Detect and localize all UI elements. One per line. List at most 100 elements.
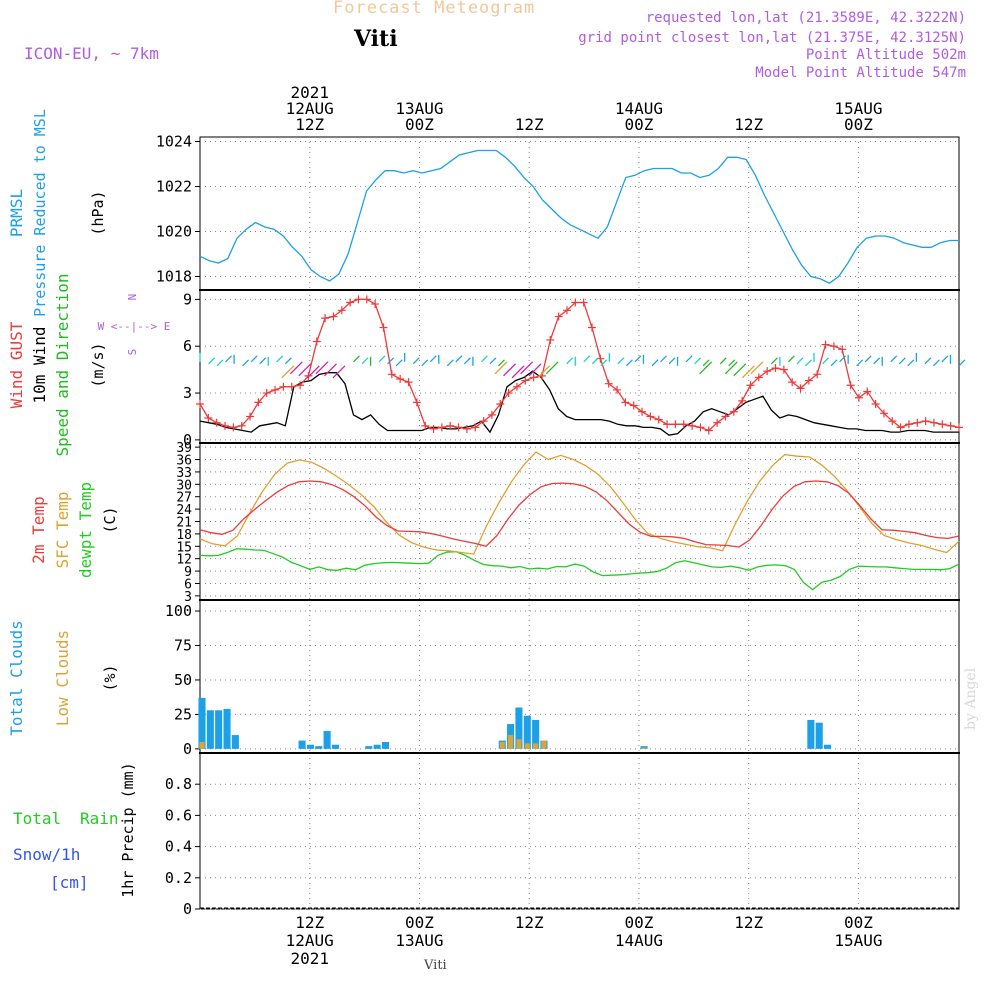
label-10m-wind: 10m Wind bbox=[30, 326, 49, 403]
total-cloud-bar bbox=[373, 744, 381, 749]
y-tick-label: 1024 bbox=[156, 133, 192, 151]
time-label-bottom: 13AUG bbox=[395, 931, 443, 950]
wind-gust-marker bbox=[788, 378, 797, 387]
wind-gust-marker bbox=[654, 415, 663, 424]
wind-gust-marker bbox=[946, 421, 955, 430]
y-tick-label: 1020 bbox=[156, 223, 192, 241]
wind-gust-marker bbox=[813, 370, 822, 379]
wind-direction-arrow bbox=[259, 357, 267, 365]
wind-direction-arrow bbox=[583, 355, 591, 363]
wind-direction-arrow bbox=[728, 359, 736, 367]
time-label-top: 15AUG bbox=[834, 99, 882, 118]
wind-direction-arrow bbox=[498, 359, 505, 367]
wind-direction-arrow bbox=[685, 355, 693, 363]
wind-gust-marker bbox=[196, 399, 204, 408]
y-tick-label: 30 bbox=[176, 478, 192, 493]
total-cloud-bar bbox=[306, 744, 314, 749]
wind-gust-marker bbox=[454, 423, 463, 432]
wind-direction-arrow bbox=[216, 359, 224, 367]
y-tick-label: 75 bbox=[174, 636, 192, 654]
wind-direction-arrow bbox=[694, 357, 702, 365]
total-cloud-bar bbox=[532, 719, 540, 749]
y-tick-label: 0 bbox=[183, 740, 192, 758]
wind-direction-arrow bbox=[315, 361, 329, 375]
wind-gust-marker bbox=[646, 412, 655, 421]
wind-direction-arrow bbox=[378, 355, 386, 363]
wind-direction-arrow bbox=[699, 361, 713, 375]
low-cloud-bar bbox=[516, 739, 522, 749]
label-pressure-msl: Pressure Reduced to MSL bbox=[31, 109, 49, 317]
low-cloud-bar bbox=[541, 740, 547, 749]
wind-direction-arrow bbox=[395, 359, 403, 367]
wind-gust-marker bbox=[588, 323, 597, 332]
label-ms: (m/s) bbox=[89, 342, 107, 387]
y-tick-label: 9 bbox=[183, 290, 192, 308]
wind-direction-arrow bbox=[787, 355, 795, 363]
wind-direction-arrow bbox=[446, 359, 454, 367]
time-label-top: 12AUG bbox=[286, 99, 334, 118]
total-cloud-bar bbox=[824, 744, 832, 749]
wind-gust-marker bbox=[487, 410, 496, 419]
total-cloud-bar bbox=[198, 697, 206, 749]
wind-direction-arrow bbox=[306, 365, 320, 379]
time-label-top: 00Z bbox=[405, 115, 434, 134]
time-label-top: 14AUG bbox=[615, 99, 663, 118]
wind-direction-arrow bbox=[566, 357, 574, 365]
wind-gust-marker bbox=[204, 414, 213, 423]
wind-direction-arrow bbox=[898, 357, 906, 365]
time-label-bottom: 12Z bbox=[734, 913, 763, 932]
y-tick-label: 21 bbox=[176, 516, 192, 531]
low-cloud-bar bbox=[524, 743, 530, 749]
footer-station-name: Viti bbox=[424, 958, 447, 973]
wind-direction-arrow bbox=[796, 357, 804, 365]
wind-gust-marker bbox=[888, 417, 897, 426]
time-label-top: 00Z bbox=[844, 115, 873, 134]
pressure-line bbox=[199, 149, 959, 284]
wind-direction-arrow bbox=[208, 357, 215, 365]
wind-gust-marker bbox=[529, 373, 538, 382]
wind-direction-arrow bbox=[591, 357, 599, 365]
wind-gust-marker bbox=[554, 312, 563, 321]
wind-gust-marker bbox=[746, 381, 755, 390]
wind-gust-marker bbox=[446, 421, 455, 430]
wind-gust-marker bbox=[771, 364, 780, 373]
wind-gust-marker bbox=[212, 418, 221, 427]
wind-direction-arrow bbox=[281, 365, 295, 379]
wind-direction-arrow bbox=[958, 359, 966, 367]
wind-direction-arrow bbox=[412, 357, 420, 365]
wind-direction-arrow bbox=[242, 359, 250, 367]
y-tick-label: 1022 bbox=[156, 178, 192, 196]
y-tick-label: 3 bbox=[183, 384, 192, 402]
time-label-top: 12Z bbox=[515, 115, 544, 134]
y-tick-label: 15 bbox=[176, 540, 192, 555]
wind-direction-arrow bbox=[421, 359, 429, 367]
wind-direction-arrow bbox=[839, 355, 847, 363]
wind-gust-marker bbox=[562, 306, 571, 315]
wind-gust-marker bbox=[512, 382, 521, 391]
wind-direction-arrow bbox=[924, 357, 932, 365]
label-hpa: (hPa) bbox=[89, 190, 107, 235]
wind-direction-arrow bbox=[276, 355, 284, 363]
wind-gust-marker bbox=[671, 420, 680, 429]
wind-direction-arrow bbox=[702, 359, 710, 367]
time-label-bottom: 12Z bbox=[295, 913, 324, 932]
y-tick-label: 9 bbox=[184, 565, 192, 580]
wind-gust-marker bbox=[421, 421, 430, 430]
wind-gust-marker bbox=[579, 298, 588, 307]
time-label-top: 12Z bbox=[295, 115, 324, 134]
wind-gust-marker bbox=[337, 306, 346, 315]
label-low-clouds: Low Clouds bbox=[53, 630, 72, 726]
wind-gust-marker bbox=[829, 342, 838, 351]
wind-direction-arrow bbox=[625, 359, 633, 367]
time-label-top: 13AUG bbox=[395, 99, 443, 118]
time-label-bottom: 15AUG bbox=[834, 931, 882, 950]
total-cloud-bar bbox=[323, 730, 331, 749]
wind-gust-marker bbox=[679, 420, 688, 429]
total-cloud-bar bbox=[640, 746, 648, 749]
model-label: ICON-EU, ~ 7km bbox=[24, 44, 159, 63]
wind-gust-marker bbox=[779, 365, 788, 374]
label-prmsl: PRMSL bbox=[7, 189, 26, 237]
wind-direction-arrow bbox=[890, 355, 898, 363]
total-cloud-bar bbox=[365, 746, 373, 749]
wind-direction-arrow bbox=[298, 363, 312, 377]
